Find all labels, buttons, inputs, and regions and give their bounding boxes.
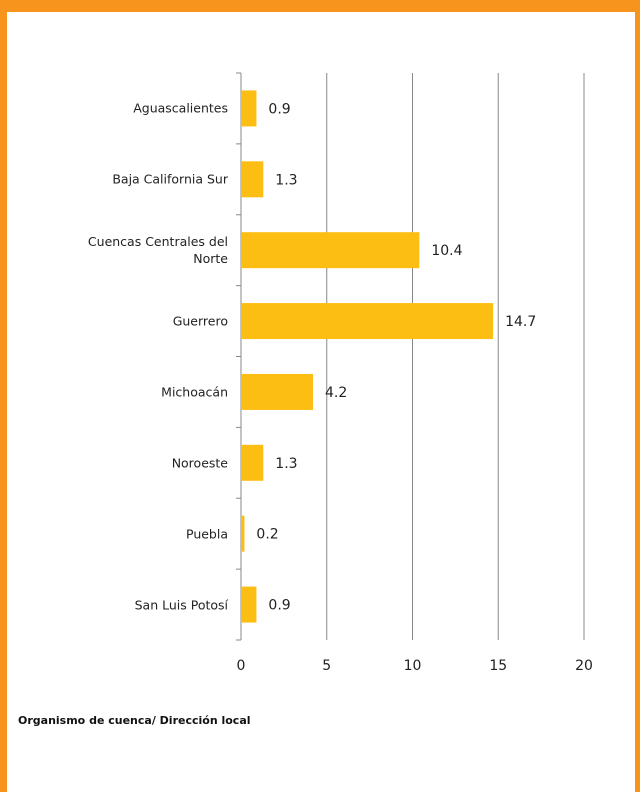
y-tick-label: San Luis Potosí [134, 597, 228, 613]
bar [241, 515, 245, 552]
y-tick-label: Cuencas Centrales del Norte [87, 234, 228, 267]
value-label: 0.9 [268, 598, 290, 614]
x-tick-label: 5 [322, 658, 331, 674]
bar [241, 373, 314, 410]
value-label: 0.2 [256, 527, 278, 543]
value-label: 10.4 [431, 243, 462, 259]
bar [241, 586, 257, 623]
value-label: 1.3 [275, 172, 297, 188]
value-label: 14.7 [505, 314, 536, 330]
y-tick-label: Puebla [186, 526, 228, 542]
x-tick-label: 0 [237, 658, 246, 674]
bar [241, 444, 264, 481]
value-label: 1.3 [275, 456, 297, 472]
x-tick-label: 15 [489, 658, 507, 674]
y-tick-label: Noroeste [171, 455, 228, 471]
bar [241, 303, 494, 340]
bar [241, 161, 264, 198]
x-tick-label: 10 [404, 658, 422, 674]
value-label: 0.9 [268, 101, 290, 117]
axis-label: Organismo de cuenca/ Dirección local [18, 714, 251, 727]
x-tick-label: 20 [575, 658, 593, 674]
y-tick-label: Michoacán [161, 384, 228, 400]
bar [241, 90, 257, 127]
y-tick-label: Guerrero [172, 313, 228, 329]
bar [241, 232, 420, 269]
value-label: 4.2 [325, 385, 347, 401]
y-tick-label: Baja California Sur [112, 171, 228, 187]
y-tick-label: Aguascalientes [133, 100, 228, 116]
